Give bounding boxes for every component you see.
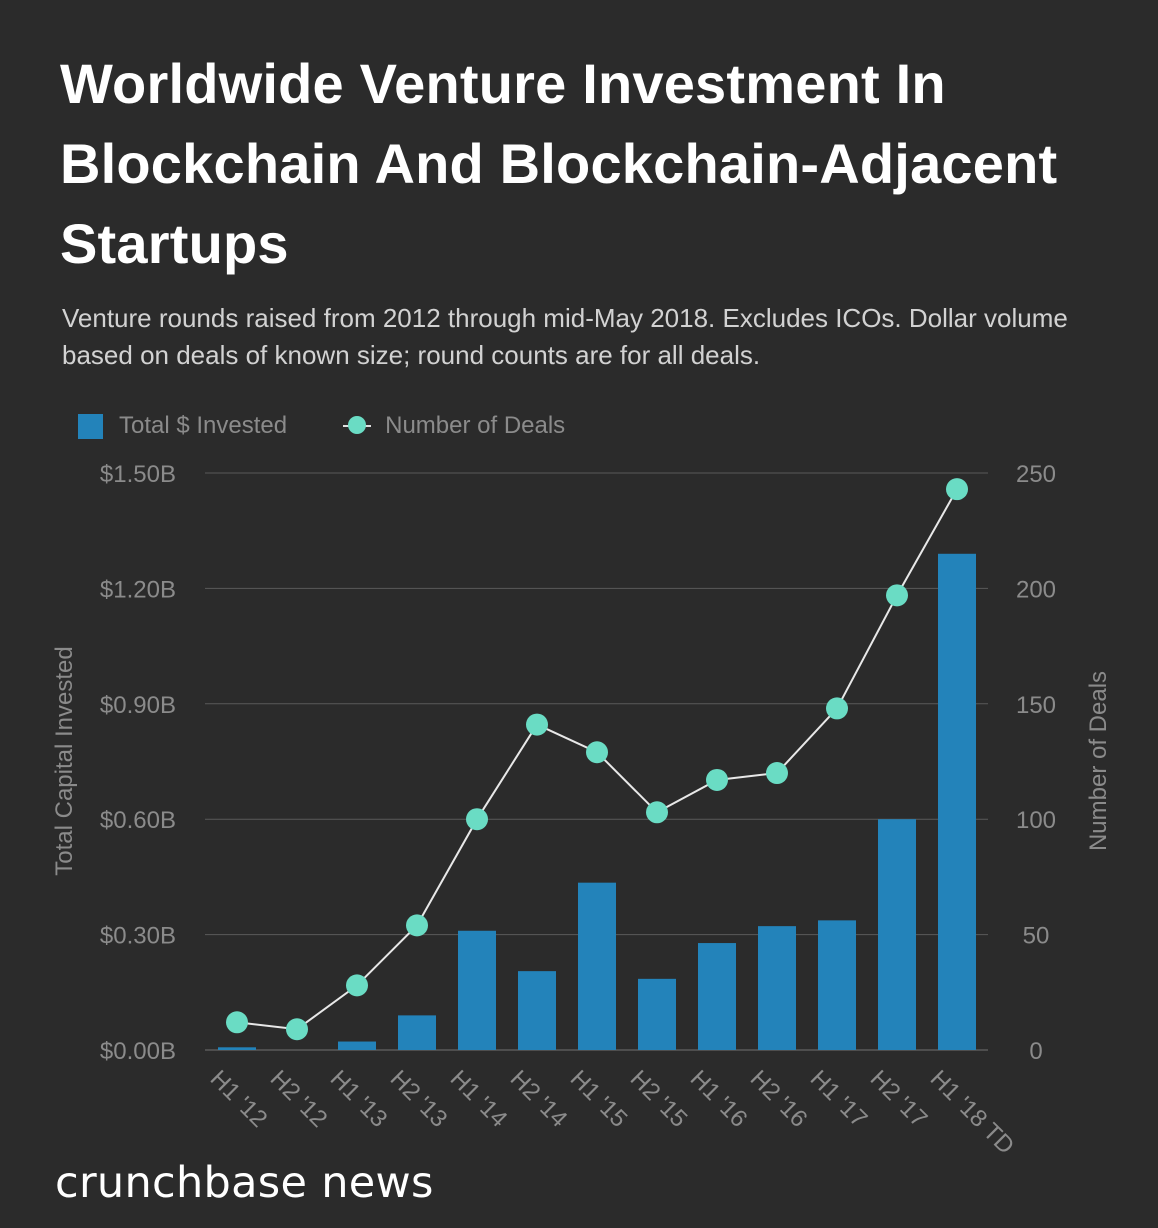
bar bbox=[638, 978, 676, 1050]
legend-item-total-invested: Total $ Invested bbox=[78, 412, 287, 440]
line-series-number-of-deals bbox=[226, 478, 968, 1041]
legend-item-number-of-deals: Number of Deals bbox=[287, 412, 565, 440]
x-tick-label: H2 '17 bbox=[865, 1065, 933, 1133]
y-right-tick-label: 0 bbox=[1029, 1038, 1042, 1065]
deals-point bbox=[346, 974, 368, 997]
x-tick-label: H1 '13 bbox=[325, 1065, 393, 1133]
bar bbox=[578, 882, 616, 1050]
bar bbox=[698, 943, 736, 1050]
y-right-tick-label: 150 bbox=[1016, 692, 1056, 719]
y-right-tick-label: 200 bbox=[1016, 576, 1056, 603]
bar bbox=[218, 1047, 256, 1050]
legend-label-total-invested: Total $ Invested bbox=[119, 412, 288, 439]
y-left-tick-label: $0.60B bbox=[100, 807, 176, 834]
y-left-tick-label: $0.30B bbox=[100, 923, 176, 950]
deals-point bbox=[826, 697, 848, 720]
deals-point bbox=[526, 713, 548, 736]
x-tick-label: H1 '14 bbox=[445, 1065, 513, 1133]
deals-point bbox=[286, 1018, 308, 1041]
y-left-tick-label: $0.90B bbox=[100, 692, 176, 719]
y-left-axis-title: Total Capital Invested bbox=[51, 646, 78, 875]
deals-point bbox=[586, 741, 608, 764]
y-right-axis-title: Number of Deals bbox=[1085, 671, 1112, 851]
x-tick-label: H2 '13 bbox=[385, 1065, 453, 1133]
bar bbox=[458, 930, 496, 1050]
bar bbox=[818, 920, 856, 1050]
x-tick-label: H1 '12 bbox=[205, 1065, 273, 1133]
bar bbox=[398, 1015, 436, 1050]
x-tick-label: H1 '15 bbox=[565, 1065, 633, 1133]
chart-legend: Total $ Invested Number of Deals bbox=[78, 409, 565, 443]
y-right-tick-label: 50 bbox=[1023, 923, 1050, 950]
bar bbox=[338, 1041, 376, 1050]
bar bbox=[938, 553, 976, 1050]
bar bbox=[878, 819, 916, 1050]
y-left-tick-label: $1.20B bbox=[100, 576, 176, 603]
bar-series-total-invested bbox=[218, 553, 976, 1050]
legend-label-number-of-deals: Number of Deals bbox=[385, 412, 566, 439]
deals-point bbox=[706, 768, 728, 791]
deals-point bbox=[946, 478, 968, 501]
x-tick-label: H2 '12 bbox=[265, 1065, 333, 1133]
deals-point bbox=[226, 1011, 248, 1034]
y-left-tick-label: $0.00B bbox=[100, 1038, 176, 1065]
x-tick-label: H1 '18 TD bbox=[925, 1065, 1020, 1160]
x-tick-label: H1 '17 bbox=[805, 1065, 873, 1133]
x-tick-label: H1 '16 bbox=[685, 1065, 753, 1133]
bar bbox=[758, 926, 796, 1050]
deals-point bbox=[886, 584, 908, 607]
chart-title: Worldwide Venture Investment In Blockcha… bbox=[60, 52, 1058, 275]
x-tick-label: H2 '15 bbox=[625, 1065, 693, 1133]
x-tick-label: H2 '14 bbox=[505, 1065, 573, 1133]
crunchbase-news-logo: crunchbase news bbox=[55, 1158, 434, 1208]
deals-point bbox=[766, 762, 788, 785]
bar bbox=[518, 971, 556, 1050]
legend-line-swatch bbox=[343, 416, 372, 436]
y-left-tick-label: $1.50B bbox=[100, 461, 176, 488]
chart-subtitle: Venture rounds raised from 2012 through … bbox=[62, 303, 1068, 370]
legend-bar-swatch bbox=[78, 413, 103, 439]
y-right-tick-label: 100 bbox=[1016, 807, 1056, 834]
y-right-tick-label: 250 bbox=[1016, 461, 1056, 488]
deals-point bbox=[646, 801, 668, 824]
deals-point bbox=[466, 808, 488, 831]
x-tick-label: H2 '16 bbox=[745, 1065, 813, 1133]
deals-point bbox=[406, 914, 428, 937]
